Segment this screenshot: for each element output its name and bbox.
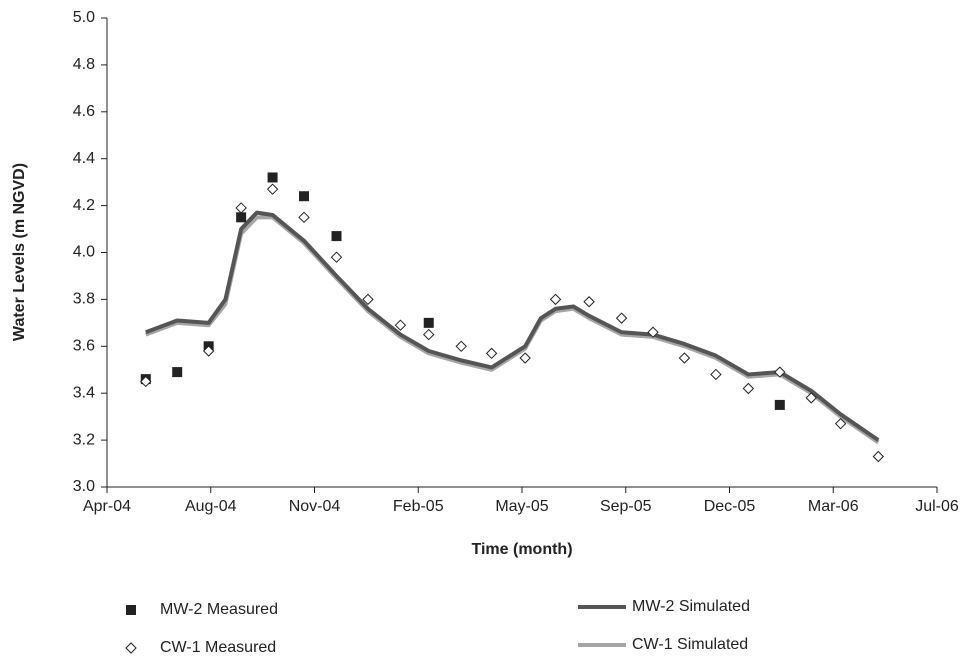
data-point [331,231,342,242]
data-point [583,296,595,308]
y-axis-title: Water Levels (m NGVD) [11,163,28,341]
data-point [647,326,659,338]
y-tick-label: 3.2 [73,431,95,448]
data-point [423,328,435,341]
x-tick-label: Feb-05 [393,498,444,515]
y-tick-label: 4.8 [73,56,95,73]
series-line [145,210,880,442]
data-point [805,392,817,404]
data-point [455,340,467,353]
data-point [330,251,343,263]
data-point [742,382,755,395]
legend-marker [125,642,137,654]
data-point [519,352,531,364]
x-axis-title: Time (month) [471,541,572,558]
y-tick-label: 4.2 [73,197,95,214]
data-point [236,212,247,223]
legend-label: MW-2 Simulated [632,598,750,615]
y-tick-label: 3.0 [73,478,95,495]
data-point [266,183,279,195]
data-point [872,450,885,463]
legend-label: CW-1 Measured [160,639,276,656]
data-point [774,399,785,410]
data-point [485,347,498,360]
x-tick-label: Jul-06 [915,498,959,515]
data-point [362,293,374,306]
x-tick-label: May-05 [495,498,548,515]
y-tick-label: 4.4 [73,150,95,167]
data-point [394,319,407,331]
data-point [710,368,722,381]
x-tick-label: Dec-05 [704,498,756,515]
data-point [834,417,847,430]
legend-label: CW-1 Simulated [632,636,748,653]
series-line [145,215,880,445]
data-point [140,375,152,388]
x-tick-label: Apr-04 [83,498,131,515]
legend-label: MW-2 Measured [160,601,278,618]
data-point [774,366,786,378]
x-tick-label: Nov-04 [289,498,341,515]
y-tick-label: 3.4 [73,384,95,401]
y-tick-label: 4.0 [73,244,95,261]
data-point [235,202,247,214]
x-tick-label: Aug-04 [185,498,237,515]
data-point [172,367,183,378]
data-point [678,352,691,364]
data-point [423,317,434,328]
data-point [299,191,310,202]
y-tick-label: 4.6 [73,103,95,120]
data-point [298,211,310,224]
data-point [202,345,215,357]
data-point [267,172,278,183]
y-tick-label: 3.6 [73,338,95,355]
legend-marker [126,605,136,615]
y-tick-label: 3.8 [73,291,95,308]
data-point [549,293,562,306]
x-tick-label: Sep-05 [600,498,652,515]
x-tick-label: Mar-06 [808,498,859,515]
data-point [615,312,628,324]
y-tick-label: 5.0 [73,9,95,26]
